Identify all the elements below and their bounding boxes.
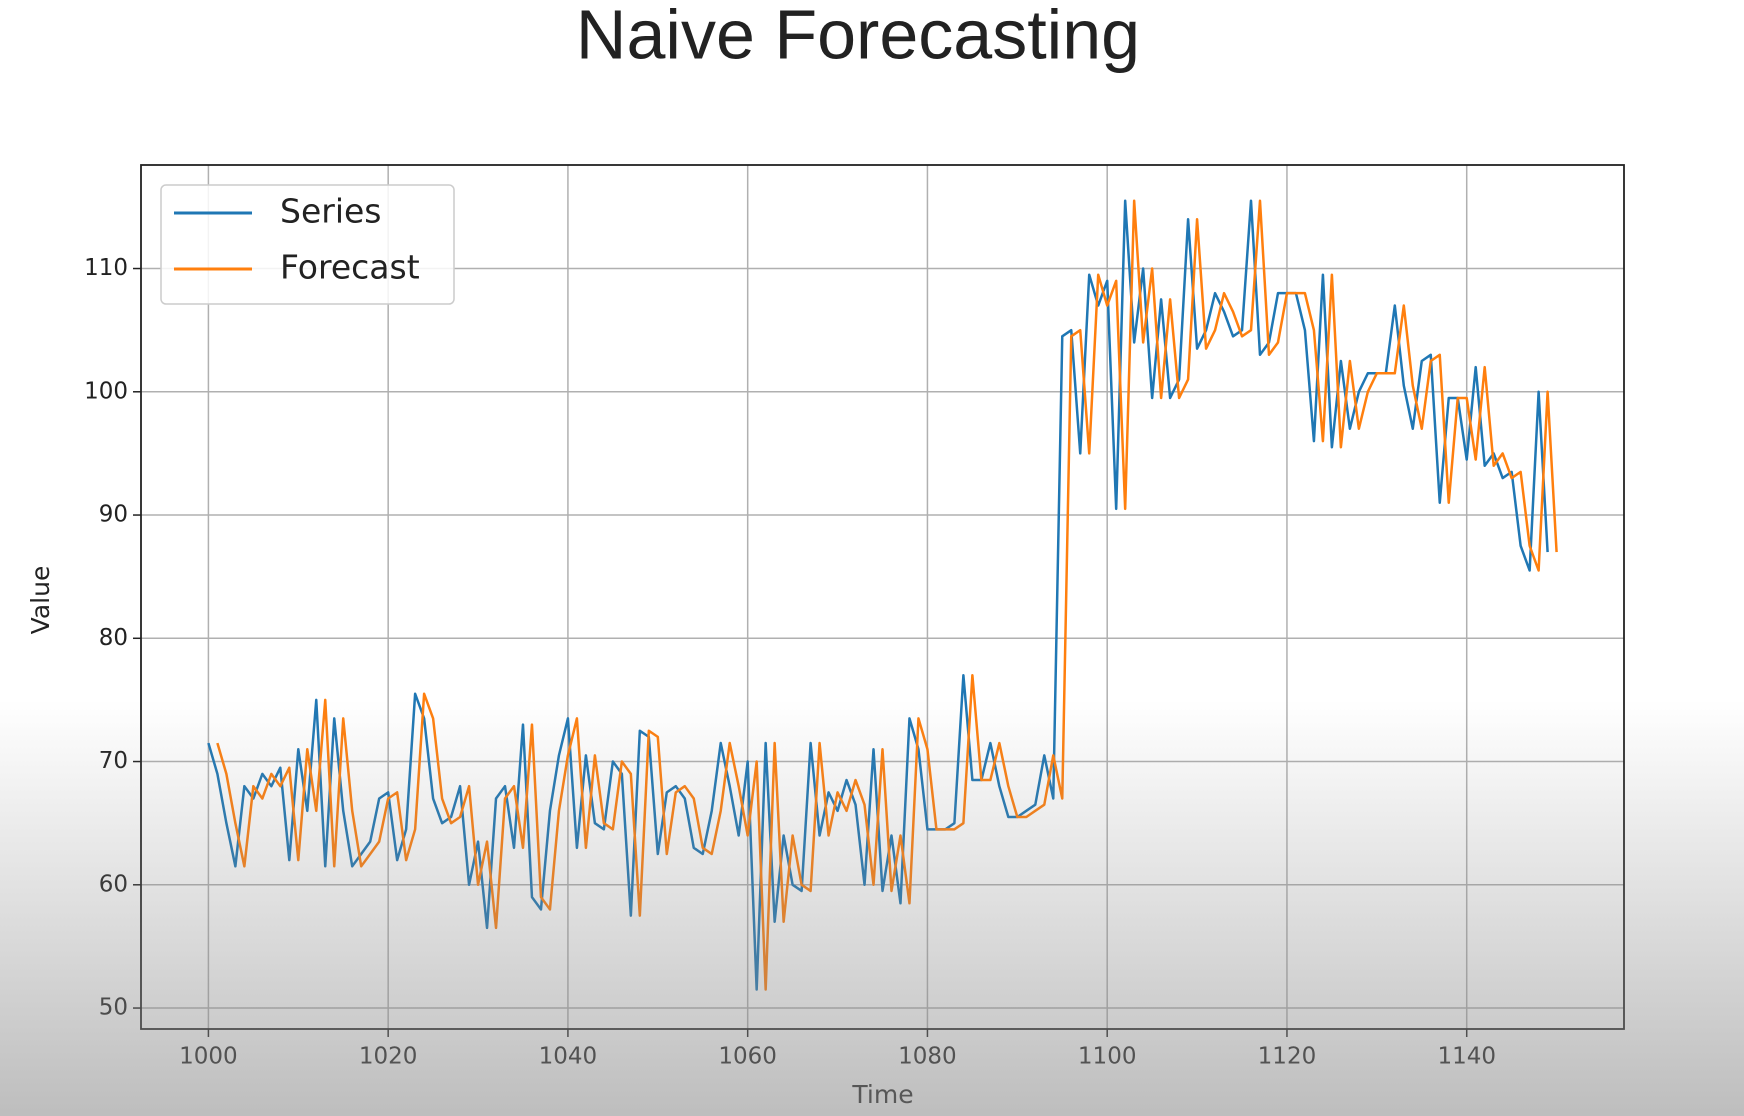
x-axis-label: Time [851, 1080, 913, 1109]
x-tick-label: 1120 [1258, 1044, 1317, 1070]
x-tick-label: 1060 [718, 1044, 777, 1070]
y-tick-label: 50 [99, 995, 128, 1021]
y-tick-label: 70 [99, 748, 128, 774]
y-tick-label: 90 [99, 502, 128, 528]
y-tick-label: 100 [84, 378, 128, 404]
legend-box [160, 184, 455, 305]
y-tick-label: 110 [84, 255, 128, 281]
x-tick-label: 1100 [1078, 1044, 1137, 1070]
y-axis-label: Value [26, 566, 55, 635]
x-tick-label: 1000 [179, 1044, 238, 1070]
chart-title: Naive Forecasting [576, 0, 1140, 73]
x-tick-label: 1020 [359, 1044, 418, 1070]
legend-label: Series [280, 192, 381, 231]
y-tick-label: 60 [99, 871, 128, 897]
x-tick-label: 1140 [1437, 1044, 1496, 1070]
x-tick-label: 1080 [898, 1044, 957, 1070]
plot-area: 1000 1020 1040 1060 1080 1100 1120 1140 50 60 70 80… [84, 164, 1625, 1070]
legend-label: Forecast [280, 248, 420, 287]
y-tick-label: 80 [99, 625, 128, 651]
x-tick-label: 1040 [539, 1044, 598, 1070]
